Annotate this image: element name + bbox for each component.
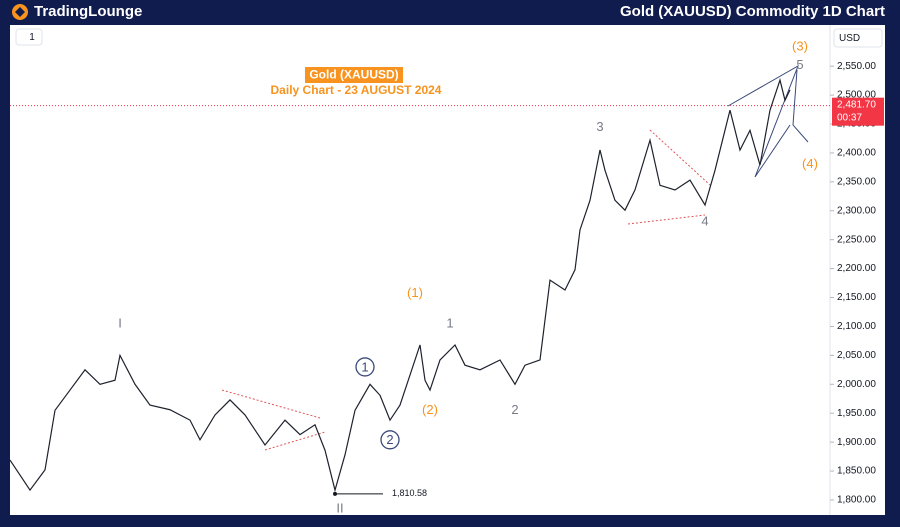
wave-label: 1	[446, 315, 453, 330]
wave-label: 2	[386, 432, 393, 447]
currency[interactable]: USD	[839, 33, 860, 44]
wave-label: 4	[701, 214, 708, 229]
wave-circle	[355, 357, 375, 377]
current-price-box	[832, 97, 884, 126]
wave-label: I	[118, 315, 122, 330]
wave-label: 1	[361, 359, 368, 374]
wave-label: (4)	[802, 156, 818, 171]
interval-button[interactable]	[15, 28, 43, 46]
trendline	[627, 214, 706, 225]
y-tick-label: 2,050.00	[837, 350, 876, 361]
chart-title: Gold (XAUUSD)	[309, 68, 398, 82]
y-tick-label: 2,250.00	[837, 234, 876, 245]
y-tick-label: 2,200.00	[837, 263, 876, 274]
price-line	[9, 77, 791, 493]
currency-button[interactable]	[833, 28, 883, 48]
current-price-timer: 00:37	[837, 112, 862, 123]
y-tick-label: 2,400.00	[837, 148, 876, 159]
y-tick-label: 2,150.00	[837, 292, 876, 303]
y-tick-label: 1,850.00	[837, 466, 876, 477]
wave-label: (3)	[792, 38, 808, 53]
y-tick-label: 2,350.00	[837, 176, 876, 187]
logo-mark	[15, 7, 25, 17]
low-label: 1,810.58	[392, 488, 427, 498]
y-tick-label: 1,950.00	[837, 408, 876, 419]
plot-area	[10, 25, 885, 515]
trendline	[264, 431, 326, 451]
brand: TradingLounge	[34, 3, 142, 20]
wave-label: 3	[596, 119, 603, 134]
trendline	[221, 389, 321, 419]
y-tick-label: 1,900.00	[837, 437, 876, 448]
current-price-label: 2,481.70	[837, 99, 876, 110]
y-tick-label: 2,000.00	[837, 379, 876, 390]
projection	[792, 69, 809, 143]
y-tick-label: 2,100.00	[837, 321, 876, 332]
wave-label: 5	[796, 57, 803, 72]
wave-label: II	[336, 500, 343, 515]
y-tick-label: 1,800.00	[837, 495, 876, 506]
trendlines	[221, 64, 809, 451]
wave-label: (2)	[422, 402, 438, 417]
page-title: Gold (XAUUSD) Commodity 1D Chart	[620, 3, 885, 20]
y-tick-label: 2,500.00	[837, 90, 876, 101]
wave-circle	[380, 430, 400, 450]
y-tick-label: 2,300.00	[837, 205, 876, 216]
chart-subtitle: Daily Chart - 23 AUGUST 2024	[271, 83, 442, 97]
wave-label: (1)	[407, 285, 423, 300]
y-tick-label: 2,550.00	[837, 61, 876, 72]
interval[interactable]: 1	[29, 32, 35, 43]
wave-label: 2	[511, 402, 518, 417]
wedge	[727, 64, 799, 178]
title-box	[305, 67, 403, 83]
trendline	[649, 129, 711, 186]
